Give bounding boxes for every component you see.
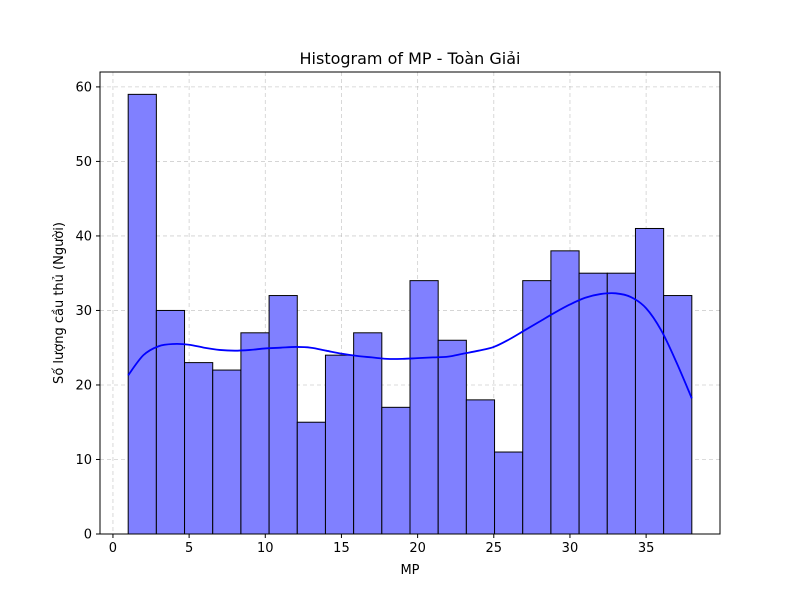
x-tick-label: 20	[409, 541, 426, 556]
histogram-bars	[127, 93, 693, 535]
histogram-bar	[522, 280, 552, 535]
histogram-bar	[634, 227, 665, 535]
x-tick-label: 30	[562, 541, 579, 556]
histogram-bar	[409, 280, 439, 535]
x-tick-label: 25	[486, 541, 503, 556]
histogram-bar	[381, 406, 411, 535]
x-tick-label: 5	[185, 541, 193, 556]
y-tick-label: 20	[75, 378, 92, 393]
y-tick-label: 0	[84, 528, 92, 543]
histogram-bar	[324, 354, 355, 535]
histogram-bar	[240, 332, 270, 535]
plot-frame	[99, 71, 721, 535]
histogram-bar	[465, 399, 496, 535]
histogram-bar	[212, 369, 242, 535]
y-tick-label: 40	[75, 229, 92, 244]
histogram-bar	[494, 451, 524, 535]
y-axis-label: Số lượng cầu thủ (Người)	[52, 222, 67, 384]
x-axis-label: MP	[400, 563, 419, 578]
histogram-bar	[606, 272, 636, 535]
y-tick-label: 30	[75, 304, 92, 319]
x-axis-ticks: 0 5 10 15 20 25 30 35	[109, 534, 655, 556]
y-tick-label: 50	[75, 155, 92, 170]
y-tick-label: 10	[75, 453, 92, 468]
x-tick-label: 15	[333, 541, 350, 556]
x-tick-label: 10	[257, 541, 274, 556]
histogram-bar	[127, 93, 157, 535]
y-axis-ticks: 0 10 20 30 40 50 60	[75, 80, 100, 543]
histogram-bar	[437, 339, 467, 535]
histogram-bar	[663, 295, 693, 535]
histogram-bar	[578, 272, 608, 535]
histogram-bar	[353, 332, 383, 535]
x-tick-label: 0	[109, 541, 117, 556]
kde-curve	[127, 292, 693, 399]
histogram-bar	[550, 250, 580, 535]
histogram-bar	[268, 295, 298, 535]
y-tick-label: 60	[75, 80, 92, 95]
chart-title: Histogram of MP - Toàn Giải	[300, 49, 521, 68]
kde-curve-layer	[127, 292, 693, 399]
histogram-bar	[184, 362, 214, 535]
x-tick-label: 35	[638, 541, 655, 556]
histogram-bar	[296, 421, 326, 535]
